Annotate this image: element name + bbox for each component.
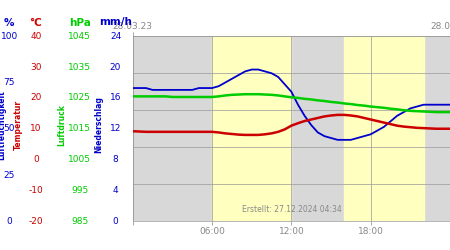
Bar <box>212 36 292 221</box>
Text: 0: 0 <box>112 217 118 226</box>
Text: hPa: hPa <box>69 18 90 28</box>
Text: Luftfeuchtigkeit: Luftfeuchtigkeit <box>0 90 6 160</box>
Text: 4: 4 <box>112 186 118 195</box>
Text: 0: 0 <box>6 217 12 226</box>
Text: 24: 24 <box>110 32 121 41</box>
Text: 0: 0 <box>33 155 39 164</box>
Text: 16: 16 <box>110 94 121 102</box>
Text: °C: °C <box>29 18 42 28</box>
Text: 20: 20 <box>30 94 41 102</box>
Text: 12: 12 <box>110 124 121 133</box>
Text: 25: 25 <box>4 170 15 179</box>
Text: Erstellt: 27.12.2024 04:34: Erstellt: 27.12.2024 04:34 <box>242 205 341 214</box>
Bar <box>344 36 423 221</box>
Text: mm/h: mm/h <box>99 18 132 28</box>
Text: Temperatur: Temperatur <box>14 100 23 150</box>
Text: 1005: 1005 <box>68 155 91 164</box>
Text: Luftdruck: Luftdruck <box>57 104 66 146</box>
Text: 1015: 1015 <box>68 124 91 133</box>
Text: 20: 20 <box>110 62 121 72</box>
Text: 100: 100 <box>0 32 18 41</box>
Text: 50: 50 <box>4 124 15 133</box>
Text: 8: 8 <box>112 155 118 164</box>
Text: 995: 995 <box>71 186 88 195</box>
Text: 1025: 1025 <box>68 94 91 102</box>
Text: 10: 10 <box>30 124 41 133</box>
Text: %: % <box>4 18 14 28</box>
Text: Niederschlag: Niederschlag <box>94 96 104 154</box>
Text: 30: 30 <box>30 62 41 72</box>
Text: 985: 985 <box>71 217 88 226</box>
Text: 1045: 1045 <box>68 32 91 41</box>
Text: -20: -20 <box>28 217 43 226</box>
Text: 1035: 1035 <box>68 62 91 72</box>
Text: 40: 40 <box>30 32 41 41</box>
Text: -10: -10 <box>28 186 43 195</box>
Text: 75: 75 <box>4 78 15 87</box>
